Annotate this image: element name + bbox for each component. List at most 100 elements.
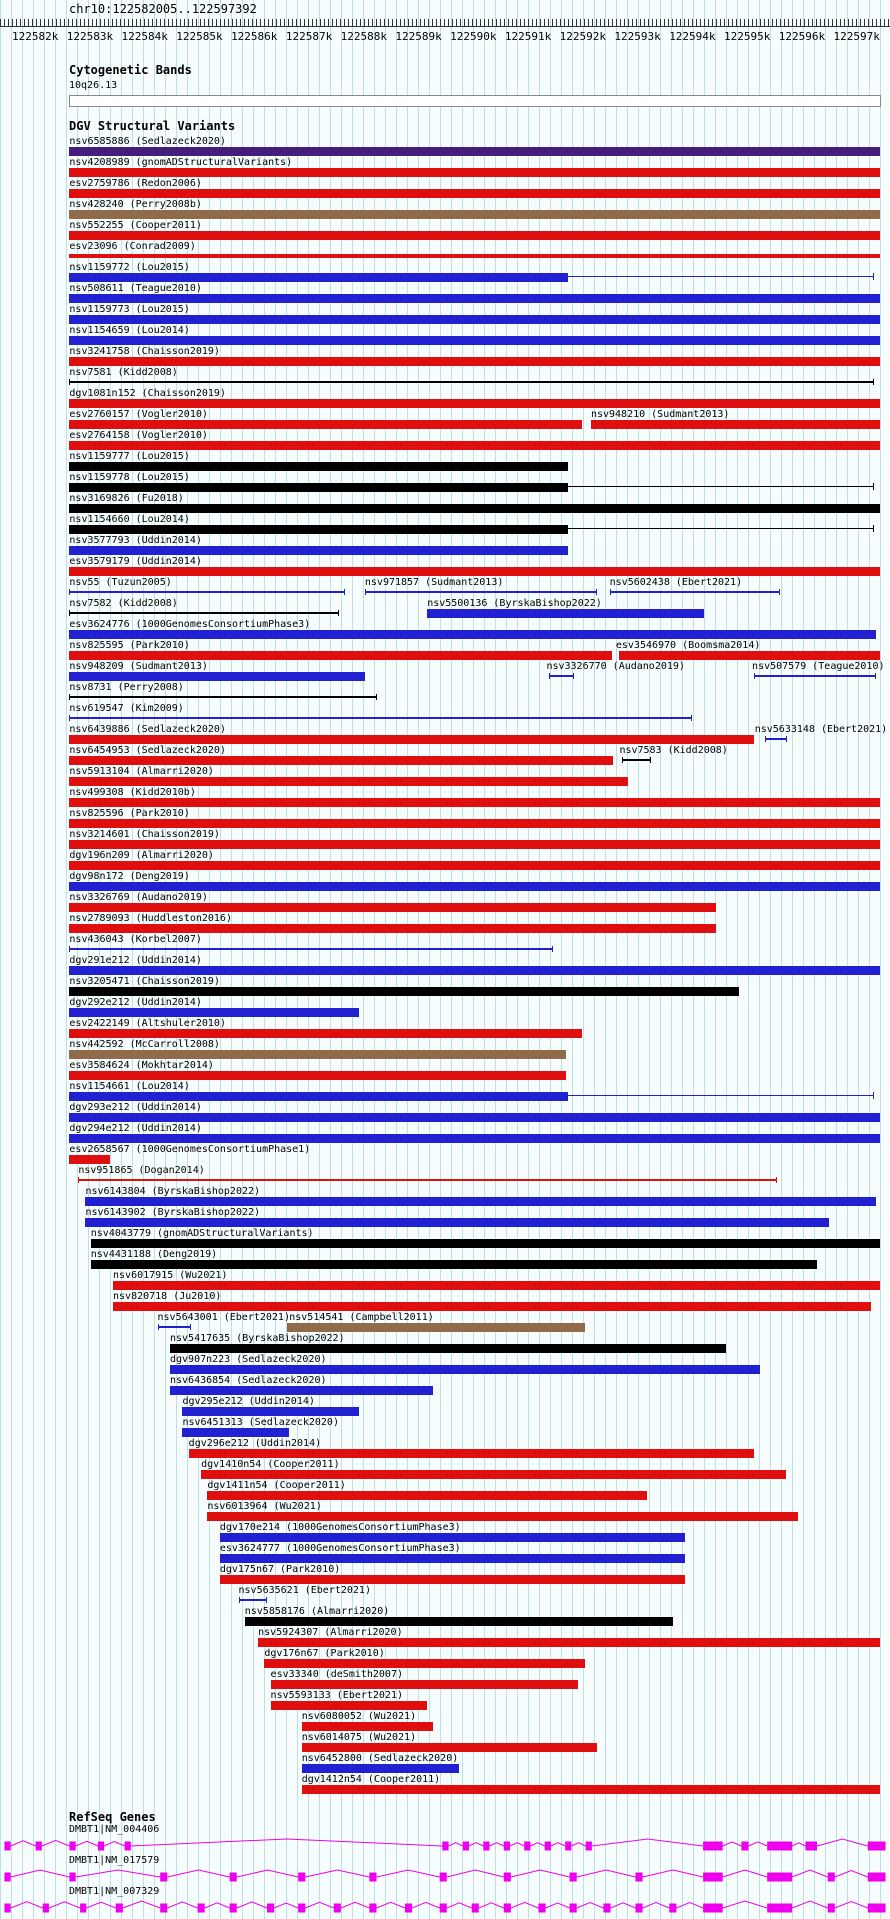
variant-bar[interactable] <box>188 1449 754 1458</box>
cytoband-bar[interactable] <box>69 95 881 107</box>
variant-bar[interactable] <box>219 1554 686 1563</box>
variant-bar[interactable] <box>69 924 717 933</box>
variant-bar[interactable] <box>219 1575 686 1584</box>
variant-bar[interactable] <box>69 1029 583 1038</box>
variant-bar[interactable] <box>169 1386 434 1395</box>
variant-bar[interactable] <box>69 168 881 177</box>
variant-bar[interactable] <box>765 736 788 742</box>
variant-bar[interactable] <box>69 987 739 996</box>
variant-bar[interactable] <box>69 189 881 198</box>
variant-bar[interactable] <box>622 757 652 763</box>
variant-bar[interactable] <box>301 1764 460 1773</box>
variant-bar[interactable] <box>69 315 881 324</box>
gene-structure[interactable] <box>0 1868 890 1884</box>
variant-bar[interactable] <box>69 589 346 595</box>
variant-bar[interactable] <box>182 1407 359 1416</box>
variant-bar[interactable] <box>549 673 575 679</box>
variant-bar[interactable] <box>90 1239 881 1248</box>
variant-bar[interactable] <box>69 1155 111 1164</box>
variant-bar[interactable] <box>590 420 881 429</box>
variant-bar[interactable] <box>69 861 881 870</box>
variant-bar[interactable] <box>69 630 876 639</box>
variant-bar[interactable] <box>85 1218 830 1227</box>
variant-bar[interactable] <box>69 1134 881 1143</box>
variant-bar[interactable] <box>301 1743 598 1752</box>
variant-bar[interactable] <box>169 1344 727 1353</box>
variant-bar[interactable] <box>201 1470 786 1479</box>
variant-bar[interactable] <box>69 546 568 555</box>
variant-bar[interactable] <box>69 1071 567 1080</box>
variant-bar[interactable] <box>69 357 881 366</box>
variant-bar[interactable] <box>69 715 692 721</box>
variant-bar[interactable] <box>286 1323 585 1332</box>
variant-label: nsv971857 (Sudmant2013) <box>364 577 504 588</box>
variant-bar[interactable] <box>69 147 881 156</box>
variant-bar[interactable] <box>207 1491 648 1500</box>
variant-bar[interactable] <box>69 420 583 429</box>
variant-bar[interactable] <box>69 441 881 450</box>
variant-bar[interactable] <box>113 1281 881 1290</box>
variant-bar[interactable] <box>301 1785 881 1794</box>
variant-bar[interactable] <box>264 1659 585 1668</box>
variant-bar[interactable] <box>69 399 881 408</box>
variant-bar[interactable] <box>427 609 704 618</box>
variant-bar[interactable] <box>182 1428 290 1437</box>
variant-bar[interactable] <box>69 1092 568 1101</box>
variant-bar[interactable] <box>69 210 881 219</box>
variant-bar[interactable] <box>69 840 881 849</box>
variant-bar[interactable] <box>157 1324 192 1330</box>
variant-bar[interactable] <box>69 1008 359 1017</box>
variant-bar[interactable] <box>69 672 365 681</box>
variant-bar[interactable] <box>69 231 881 240</box>
variant-bar[interactable] <box>69 756 614 765</box>
variant-bar[interactable] <box>69 483 568 492</box>
variant-bar[interactable] <box>69 1113 881 1122</box>
variant-bar[interactable] <box>69 567 881 576</box>
variant-bar[interactable] <box>69 966 881 975</box>
variant-bar[interactable] <box>69 462 568 471</box>
variant-bar[interactable] <box>364 589 598 595</box>
variant-bar[interactable] <box>78 1177 777 1183</box>
intron-line <box>376 1869 440 1878</box>
variant-bar[interactable] <box>69 946 553 952</box>
gene-structure[interactable] <box>0 1899 890 1915</box>
variant-bar[interactable] <box>207 1512 799 1521</box>
variant-bar[interactable] <box>90 1260 817 1269</box>
intron-line <box>167 1901 198 1909</box>
variant-bar[interactable] <box>69 882 881 891</box>
variant-bar[interactable] <box>69 273 568 282</box>
variant-bar[interactable] <box>69 379 874 385</box>
variant-bar[interactable] <box>609 589 780 595</box>
variant-bar[interactable] <box>69 903 717 912</box>
variant-bar[interactable] <box>238 1597 268 1603</box>
variant-bar[interactable] <box>69 525 568 534</box>
variant-bar[interactable] <box>69 336 881 345</box>
variant-label: nsv5602438 (Ebert2021) <box>609 577 743 588</box>
variant-bar[interactable] <box>69 651 613 660</box>
variant-bar[interactable] <box>69 735 754 744</box>
variant-bar[interactable] <box>113 1302 872 1311</box>
exon-block <box>229 1872 237 1882</box>
variant-bar[interactable] <box>69 254 881 258</box>
variant-bar[interactable] <box>69 819 881 828</box>
variant-bar[interactable] <box>69 294 881 303</box>
exon-block <box>767 1903 793 1913</box>
variant-bar[interactable] <box>244 1617 673 1626</box>
exon-block <box>369 1903 377 1913</box>
variant-bar[interactable] <box>301 1722 434 1731</box>
variant-bar[interactable] <box>270 1680 579 1689</box>
variant-bar[interactable] <box>753 673 876 679</box>
variant-bar[interactable] <box>169 1365 761 1374</box>
variant-bar[interactable] <box>619 651 881 660</box>
variant-bar[interactable] <box>258 1638 881 1647</box>
variant-bar[interactable] <box>69 610 340 616</box>
variant-bar[interactable] <box>69 694 378 700</box>
variant-bar[interactable] <box>69 1050 567 1059</box>
gene-structure[interactable] <box>0 1837 890 1853</box>
variant-bar[interactable] <box>69 777 629 786</box>
variant-bar[interactable] <box>270 1701 428 1710</box>
variant-bar[interactable] <box>69 504 881 513</box>
variant-bar[interactable] <box>219 1533 686 1542</box>
variant-bar[interactable] <box>85 1197 876 1206</box>
variant-bar[interactable] <box>69 798 881 807</box>
